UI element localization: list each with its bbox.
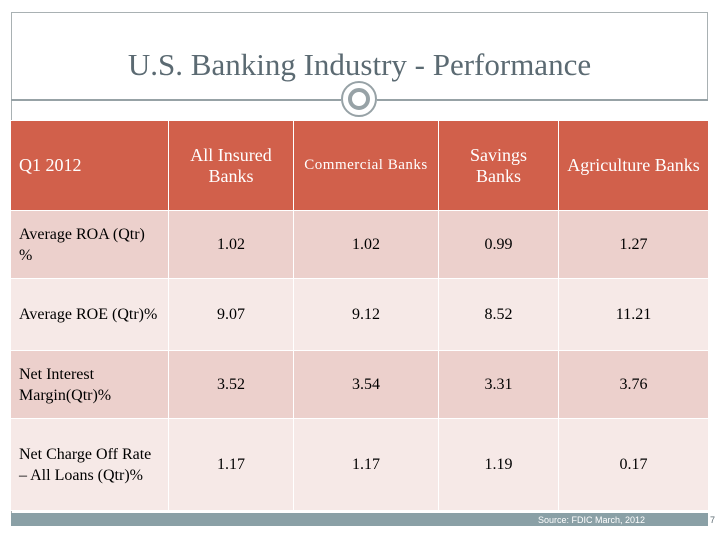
table-row: Net Interest Margin(Qtr)% 3.52 3.54 3.31… — [10, 350, 709, 419]
table-cell: 3.52 — [168, 350, 294, 419]
title-divider-left — [11, 99, 341, 101]
table-cell: 1.27 — [558, 210, 709, 279]
title-frame: U.S. Banking Industry - Performance — [11, 12, 708, 100]
table-cell: 8.52 — [438, 278, 559, 351]
column-header-agriculture: Agriculture Banks — [558, 120, 709, 211]
column-header-commercial: Commercial Banks — [293, 120, 439, 211]
column-header-all-insured: All Insured Banks — [168, 120, 294, 211]
table-cell: 3.54 — [293, 350, 439, 419]
title-divider-right — [377, 99, 708, 101]
table-cell: 0.17 — [558, 418, 709, 511]
row-label-nim: Net Interest Margin(Qtr)% — [10, 350, 169, 419]
performance-table: Q1 2012 All Insured Banks Commercial Ban… — [10, 120, 709, 511]
table-cell: 1.02 — [293, 210, 439, 279]
row-label-charge-off: Net Charge Off Rate – All Loans (Qtr)% — [10, 418, 169, 511]
ring-ornament-inner — [348, 88, 370, 110]
table-cell: 11.21 — [558, 278, 709, 351]
page-number: 7 — [710, 515, 716, 525]
table-cell: 9.07 — [168, 278, 294, 351]
source-note: Source: FDIC March, 2012 — [538, 515, 646, 525]
table-header-row: Q1 2012 All Insured Banks Commercial Ban… — [10, 120, 709, 211]
table-row: Average ROE (Qtr)% 9.07 9.12 8.52 11.21 — [10, 278, 709, 351]
row-label-roa: Average ROA (Qtr) % — [10, 210, 169, 279]
table-cell: 0.99 — [438, 210, 559, 279]
table-cell: 1.17 — [293, 418, 439, 511]
table-cell: 3.31 — [438, 350, 559, 419]
table-cell: 9.12 — [293, 278, 439, 351]
table-cell: 1.02 — [168, 210, 294, 279]
table-corner-label: Q1 2012 — [10, 120, 169, 211]
slide-title: U.S. Banking Industry - Performance — [127, 47, 592, 82]
ring-ornament-icon — [341, 81, 377, 117]
footer-bar — [11, 513, 708, 526]
row-label-roe: Average ROE (Qtr)% — [10, 278, 169, 351]
table-cell: 3.76 — [558, 350, 709, 419]
table-row: Net Charge Off Rate – All Loans (Qtr)% 1… — [10, 418, 709, 511]
column-header-savings: Savings Banks — [438, 120, 559, 211]
table-cell: 1.17 — [168, 418, 294, 511]
table-cell: 1.19 — [438, 418, 559, 511]
table-row: Average ROA (Qtr) % 1.02 1.02 0.99 1.27 — [10, 210, 709, 279]
